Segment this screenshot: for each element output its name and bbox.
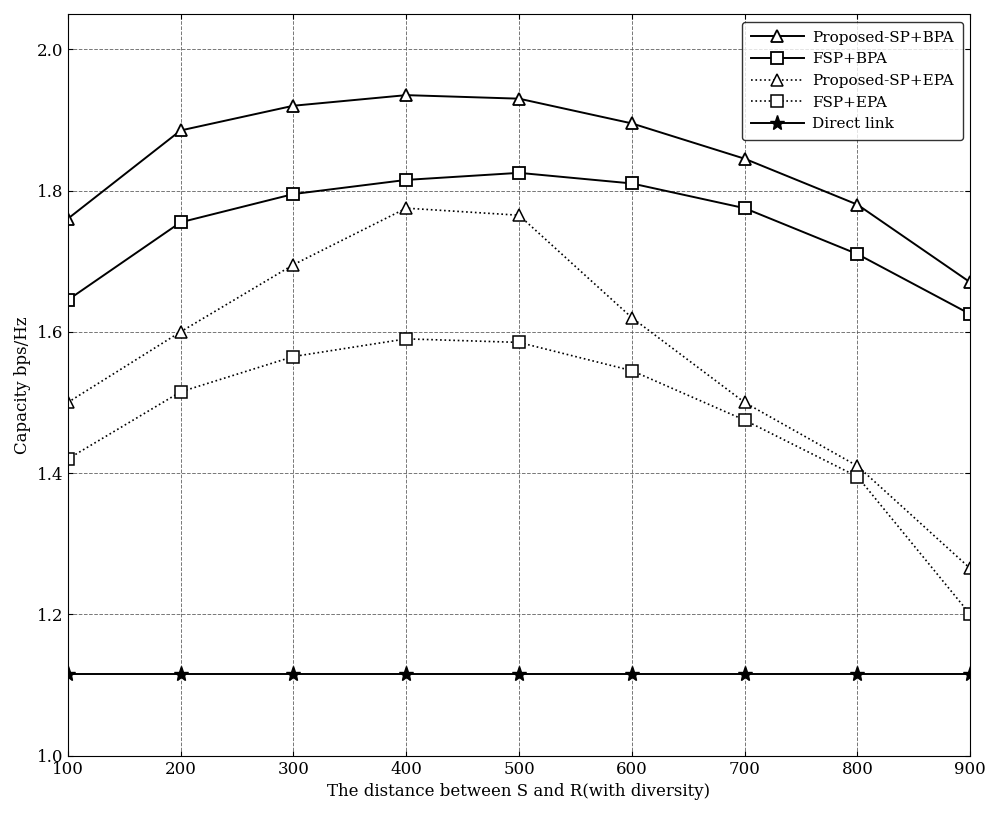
Proposed-SP+BPA: [964, 278, 976, 287]
Proposed-SP+EPA: [513, 210, 525, 220]
Proposed-SP+BPA: [62, 214, 74, 224]
Direct link: [287, 670, 299, 680]
Direct link: [400, 670, 412, 680]
Proposed-SP+BPA: [626, 119, 638, 129]
Proposed-SP+BPA: [400, 90, 412, 100]
FSP+EPA: [62, 454, 74, 464]
FSP+BPA: [626, 178, 638, 188]
Line: Proposed-SP+EPA: Proposed-SP+EPA: [62, 202, 976, 575]
Direct link: [851, 670, 863, 680]
Legend: Proposed-SP+BPA, FSP+BPA, Proposed-SP+EPA, FSP+EPA, Direct link: Proposed-SP+BPA, FSP+BPA, Proposed-SP+EP…: [742, 21, 963, 141]
Proposed-SP+BPA: [287, 101, 299, 111]
Proposed-SP+EPA: [626, 313, 638, 322]
Direct link: [964, 670, 976, 680]
X-axis label: The distance between S and R(with diversity): The distance between S and R(with divers…: [327, 783, 711, 800]
Direct link: [62, 670, 74, 680]
FSP+EPA: [513, 338, 525, 348]
Line: Proposed-SP+BPA: Proposed-SP+BPA: [62, 89, 976, 289]
Proposed-SP+EPA: [400, 204, 412, 213]
FSP+BPA: [513, 168, 525, 177]
Line: Direct link: Direct link: [60, 667, 978, 682]
Proposed-SP+EPA: [175, 327, 187, 337]
FSP+BPA: [175, 217, 187, 227]
Line: FSP+EPA: FSP+EPA: [62, 333, 976, 620]
Proposed-SP+BPA: [739, 154, 751, 164]
FSP+EPA: [287, 352, 299, 361]
FSP+BPA: [287, 189, 299, 199]
Proposed-SP+EPA: [851, 462, 863, 471]
FSP+BPA: [964, 309, 976, 319]
FSP+BPA: [62, 295, 74, 305]
Proposed-SP+EPA: [964, 563, 976, 573]
FSP+EPA: [964, 610, 976, 619]
Direct link: [175, 670, 187, 680]
Direct link: [513, 670, 525, 680]
Line: FSP+BPA: FSP+BPA: [62, 168, 976, 320]
Direct link: [739, 670, 751, 680]
FSP+EPA: [175, 387, 187, 396]
Proposed-SP+BPA: [175, 125, 187, 135]
FSP+EPA: [400, 334, 412, 344]
FSP+EPA: [739, 415, 751, 425]
Proposed-SP+EPA: [739, 397, 751, 407]
FSP+BPA: [851, 249, 863, 259]
Proposed-SP+EPA: [62, 397, 74, 407]
FSP+BPA: [739, 204, 751, 213]
Direct link: [626, 670, 638, 680]
FSP+EPA: [851, 472, 863, 482]
Proposed-SP+EPA: [287, 260, 299, 269]
FSP+BPA: [400, 175, 412, 185]
Proposed-SP+BPA: [851, 199, 863, 209]
Y-axis label: Capacity bps/Hz: Capacity bps/Hz: [14, 316, 31, 453]
Proposed-SP+BPA: [513, 94, 525, 103]
FSP+EPA: [626, 365, 638, 375]
